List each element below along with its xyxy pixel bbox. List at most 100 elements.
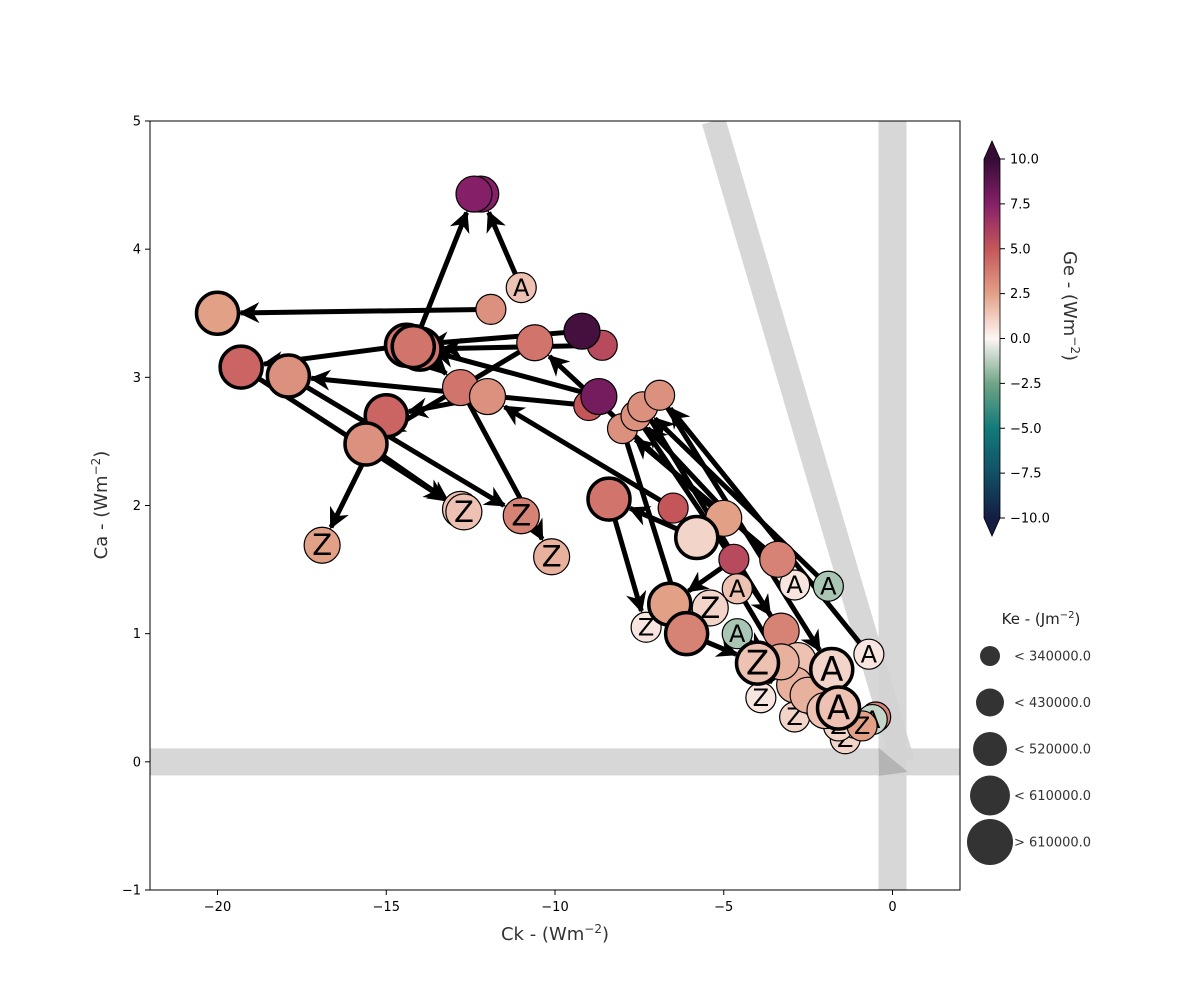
- data-point: [580, 377, 618, 416]
- colorbar-tick-label: −5.0: [1010, 422, 1042, 437]
- data-point: A: [815, 685, 862, 731]
- point-marker: [445, 493, 483, 531]
- size-legend: Ke - (Jm−2) < 340000.0 < 430000.0 < 520000…: [967, 610, 1091, 865]
- data-point: Z: [734, 640, 781, 686]
- x-tick-label: 0: [888, 900, 896, 915]
- point-marker: [721, 573, 753, 605]
- trajectory-arrow: [410, 210, 470, 348]
- size-legend-label: > 610000.0: [1014, 836, 1091, 851]
- size-legend-entry: < 610000.0: [970, 775, 1091, 816]
- x-tick-label: −20: [204, 900, 231, 915]
- point-label: Z: [753, 684, 769, 712]
- point-marker: [533, 538, 571, 576]
- point-marker: [657, 492, 689, 524]
- y-tick-label: 5: [133, 115, 141, 130]
- colorbar-tick-label: 0.0: [1010, 332, 1031, 347]
- colorbar-tick-label: 5.0: [1010, 242, 1031, 257]
- y-tick-label: 2: [133, 499, 141, 514]
- trajectory-arrow: [620, 427, 685, 614]
- point-marker: [759, 540, 797, 578]
- data-point: Z: [745, 682, 777, 714]
- x-axis-ticks: −20 −15 −10 −5 0: [204, 890, 897, 915]
- data-points: AZAAAAZAZAZZAZAZZZZZZZZAA: [194, 175, 892, 755]
- y-tick-label: 1: [133, 627, 141, 642]
- data-point: [663, 610, 710, 657]
- size-legend-marker: [976, 688, 1004, 717]
- data-point: [718, 543, 750, 575]
- data-point: [644, 379, 676, 411]
- trajectory-arrow: [238, 302, 491, 324]
- x-tick-label: −5: [714, 900, 733, 915]
- point-label: Z: [454, 495, 474, 529]
- data-point: [657, 492, 689, 524]
- x-tick-label: −10: [541, 900, 568, 915]
- size-legend-entry: < 520000.0: [973, 732, 1091, 766]
- size-legend-marker: [973, 732, 1007, 766]
- point-marker: [455, 175, 493, 213]
- point-marker: [502, 497, 540, 535]
- point-marker: [343, 421, 389, 467]
- data-point: [516, 324, 554, 362]
- band-overlap: [878, 747, 908, 776]
- data-point: [194, 290, 241, 336]
- y-tick-label: −1: [122, 884, 141, 899]
- size-legend-title: Ke - (Jm−2): [1002, 610, 1081, 628]
- size-legend-entry: < 340000.0: [980, 646, 1091, 666]
- size-legend-marker: [970, 775, 1010, 816]
- point-marker: [586, 476, 632, 522]
- point-marker: [194, 290, 241, 336]
- y-tick-label: 0: [133, 755, 141, 770]
- data-point: [455, 175, 493, 213]
- size-legend-marker: [967, 819, 1013, 865]
- point-label: Z: [312, 528, 332, 562]
- trajectory-arrow: [433, 347, 600, 399]
- size-legend-entries: < 340000.0 < 430000.0 < 520000.0 < 610000.0…: [967, 646, 1091, 865]
- colorbar-tick-label: 10.0: [1010, 153, 1039, 168]
- colorbar-tick-label: −10.0: [1010, 512, 1050, 527]
- data-point: A: [721, 573, 753, 605]
- y-axis-label: Ca - (Wm−2): [89, 451, 112, 560]
- y-tick-label: 4: [133, 243, 141, 258]
- x-tick-label: −15: [373, 900, 400, 915]
- colorbar-tick-label: −7.5: [1010, 467, 1042, 482]
- data-point: Z: [445, 493, 483, 531]
- trajectory-arrow: [427, 328, 583, 353]
- point-marker: [718, 543, 750, 575]
- data-point: Z: [303, 526, 341, 564]
- size-legend-label: < 610000.0: [1014, 789, 1091, 804]
- colorbar-tick-label: 7.5: [1010, 197, 1031, 212]
- point-marker: [303, 526, 341, 564]
- point-label: A: [513, 274, 530, 302]
- trajectory-arrow: [502, 404, 675, 511]
- data-point: A: [505, 272, 537, 304]
- data-point: [468, 377, 507, 416]
- size-legend-marker: [980, 646, 1000, 666]
- size-legend-label: < 430000.0: [1014, 696, 1091, 711]
- point-label: Z: [511, 499, 531, 533]
- reference-bands: [150, 121, 960, 890]
- data-point: [475, 293, 507, 326]
- x-axis-label: Ck - (Wm−2): [501, 922, 609, 945]
- point-marker: [516, 324, 554, 362]
- y-axis-ticks: −1 0 1 2 3 4 5: [122, 115, 150, 899]
- colorbar-extend-bottom: [984, 518, 1000, 536]
- colorbar-gradient: [984, 159, 1000, 518]
- point-marker: [734, 640, 781, 686]
- data-point: A: [853, 638, 885, 670]
- point-label: Z: [700, 591, 720, 625]
- data-point: [586, 476, 632, 522]
- y-tick-label: 3: [133, 371, 141, 386]
- point-label: Z: [638, 614, 654, 642]
- point-marker: [390, 323, 436, 370]
- point-marker: [468, 377, 507, 416]
- data-point: [218, 344, 264, 390]
- point-label: Z: [746, 644, 769, 684]
- point-marker: [563, 312, 601, 350]
- data-point: A: [779, 569, 811, 601]
- colorbar-tick-label: 2.5: [1010, 287, 1031, 302]
- point-label: A: [861, 640, 878, 668]
- point-marker: [218, 344, 264, 390]
- size-legend-entry: < 430000.0: [976, 688, 1091, 717]
- data-point: A: [721, 618, 753, 650]
